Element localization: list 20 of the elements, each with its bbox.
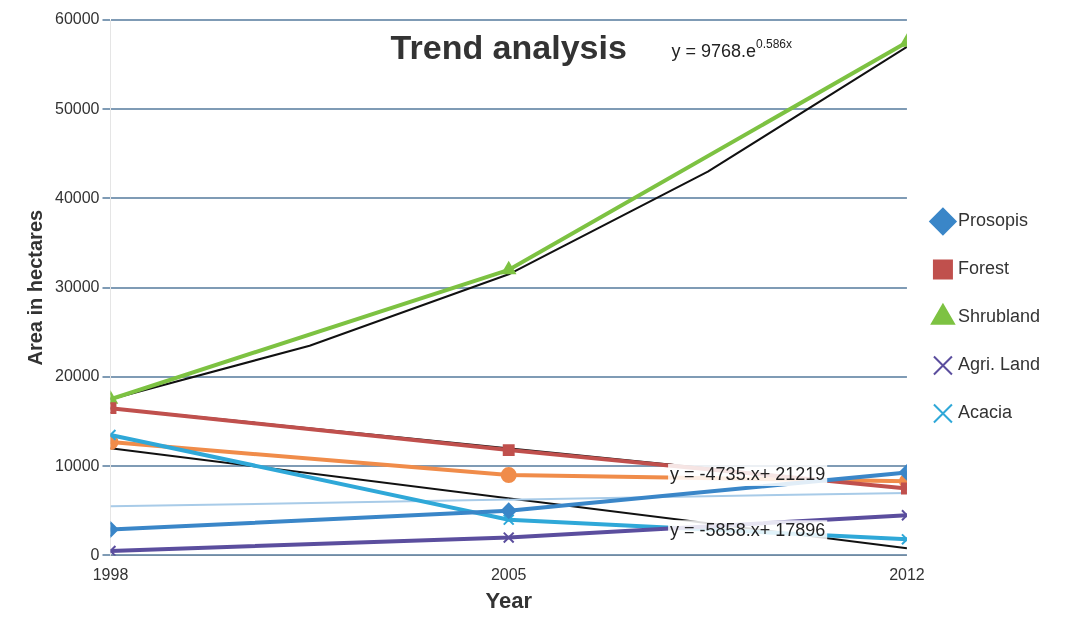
legend-label: Forest — [957, 258, 1009, 279]
legend-label: Agri. Land — [957, 354, 1040, 375]
annotation: y = -4735.x+ 21219 — [670, 464, 826, 485]
y-tick-label: 20000 — [54, 367, 100, 385]
y-tick-label: 10000 — [54, 456, 100, 474]
y-tick-label: 50000 — [54, 99, 100, 117]
y-tick-label: 30000 — [54, 278, 100, 296]
legend-label: Shrubland — [957, 306, 1041, 327]
chart-title: Trend analysis — [390, 28, 627, 67]
x-tick-label: 1998 — [92, 566, 129, 584]
annotation: y = -5858.x+ 17896 — [670, 520, 826, 541]
y-axis-title: Area in hectares — [23, 209, 46, 366]
legend-label: Prosopis — [957, 210, 1028, 231]
legend-label: Acacia — [957, 402, 1013, 423]
x-axis-title: Year — [485, 587, 533, 613]
x-tick-label: 2005 — [490, 566, 527, 584]
y-tick-label: 40000 — [54, 188, 100, 206]
y-tick-label: 60000 — [54, 10, 100, 28]
y-tick-label: 0 — [90, 545, 100, 563]
x-tick-label: 2012 — [889, 566, 925, 584]
